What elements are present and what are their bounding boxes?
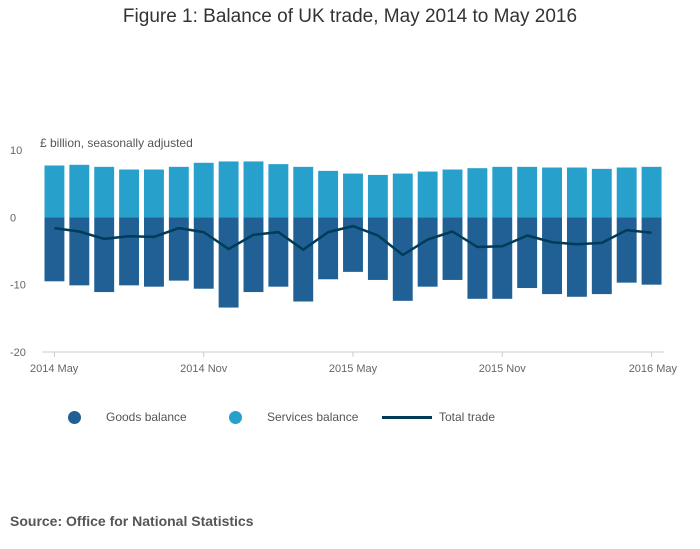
services-bar[interactable] (318, 170, 339, 218)
y-tick-label: 0 (10, 212, 16, 224)
goods-bar[interactable] (119, 217, 140, 286)
total-trade-line[interactable] (54, 224, 652, 257)
y-tick-label: -20 (10, 347, 26, 359)
services-bar[interactable] (467, 168, 488, 218)
goods-bar[interactable] (517, 217, 538, 289)
y-tick-label: -10 (10, 280, 26, 292)
goods-bar[interactable] (193, 217, 214, 289)
goods-bar[interactable] (94, 217, 115, 293)
legend-item-services[interactable]: Services balance (229, 406, 358, 428)
x-tick-label: 2014 May (30, 363, 79, 375)
services-bar[interactable] (442, 169, 463, 218)
goods-bar[interactable] (591, 217, 612, 295)
source-note: Source: Office for National Statistics (10, 513, 254, 529)
x-tick-label: 2015 Nov (479, 363, 527, 375)
services-bar[interactable] (417, 171, 438, 218)
goods-bar[interactable] (69, 217, 90, 286)
total-trade-swatch-icon (382, 415, 432, 419)
legend-item-total[interactable]: Total trade (382, 406, 495, 428)
goods-bar[interactable] (144, 217, 164, 287)
goods-bar[interactable] (44, 217, 65, 282)
services-bar[interactable] (566, 167, 587, 218)
goods-bar[interactable] (218, 217, 239, 308)
goods-swatch-icon (68, 410, 81, 424)
goods-bar[interactable] (293, 217, 314, 302)
goods-bar[interactable] (243, 217, 264, 293)
services-bar[interactable] (641, 166, 662, 218)
services-bar[interactable] (268, 164, 289, 218)
services-bar[interactable] (367, 174, 388, 218)
x-tick-label: 2014 Nov (180, 363, 228, 375)
goods-bar[interactable] (492, 217, 513, 299)
x-tick-label: 2016 May (629, 363, 678, 375)
goods-bar[interactable] (542, 217, 562, 295)
total-trade-line-group (54, 224, 652, 257)
services-bar[interactable] (591, 168, 612, 218)
services-bar[interactable] (492, 166, 513, 218)
goods-bars (44, 217, 662, 308)
goods-bar[interactable] (318, 217, 339, 280)
services-bar[interactable] (392, 173, 413, 218)
goods-bar[interactable] (467, 217, 488, 299)
services-bar[interactable] (44, 165, 65, 218)
chart-title: Figure 1: Balance of UK trade, May 2014 … (122, 6, 578, 27)
services-swatch-icon (229, 410, 242, 424)
goods-bar[interactable] (566, 217, 587, 297)
legend-label-goods: Goods balance (106, 410, 187, 424)
goods-bar[interactable] (417, 217, 438, 287)
goods-bar[interactable] (442, 217, 463, 280)
services-bar[interactable] (218, 161, 239, 218)
legend-label-total: Total trade (439, 410, 496, 424)
services-bar[interactable] (243, 161, 264, 218)
services-bars (44, 161, 662, 218)
services-bar[interactable] (144, 169, 164, 218)
goods-bar[interactable] (616, 217, 637, 283)
services-bar[interactable] (293, 166, 314, 218)
services-bar[interactable] (193, 162, 214, 218)
services-bar[interactable] (168, 166, 189, 218)
goods-bar[interactable] (168, 217, 189, 281)
services-bar[interactable] (616, 167, 637, 218)
services-bar[interactable] (94, 166, 115, 218)
legend: Goods balance Services balance Total tra… (0, 406, 700, 428)
legend-label-services: Services balance (267, 410, 359, 424)
goods-bar[interactable] (641, 217, 662, 285)
x-tick-label: 2015 May (329, 363, 378, 375)
services-bar[interactable] (343, 173, 363, 218)
services-bar[interactable] (517, 166, 538, 218)
goods-bar[interactable] (268, 217, 289, 287)
unit-label: £ billion, seasonally adjusted (40, 136, 193, 150)
legend-item-goods[interactable]: Goods balance (68, 406, 187, 428)
y-tick-label: 10 (10, 145, 22, 157)
goods-bar[interactable] (367, 217, 388, 280)
goods-bar[interactable] (343, 217, 363, 272)
goods-bar[interactable] (392, 217, 413, 301)
services-bar[interactable] (69, 164, 90, 218)
services-bar[interactable] (542, 167, 562, 218)
services-bar[interactable] (119, 169, 140, 218)
x-axis: 2014 May 2014 Nov 2015 May 2015 Nov 2016 May (30, 351, 678, 375)
